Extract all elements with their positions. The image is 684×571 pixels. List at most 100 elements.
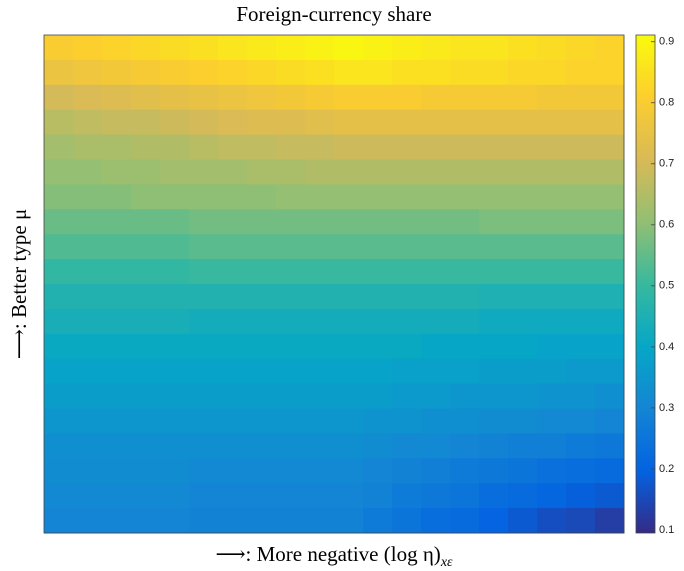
heat-cell xyxy=(218,209,248,235)
heat-cell xyxy=(392,259,422,285)
heat-cell xyxy=(566,109,596,136)
heat-cell xyxy=(334,109,364,136)
heat-cell xyxy=(160,35,190,61)
heat-cell xyxy=(160,483,190,509)
heat-cell xyxy=(508,159,538,185)
heat-cell xyxy=(450,358,480,385)
heat-cell xyxy=(537,333,567,360)
heat-cell xyxy=(566,159,596,185)
heat-cell xyxy=(392,458,422,484)
heat-cell xyxy=(218,159,248,185)
heat-cell xyxy=(131,408,161,434)
heat-cell xyxy=(131,259,161,285)
heat-cell xyxy=(160,358,190,385)
heat-cell xyxy=(131,109,161,136)
heat-cell xyxy=(131,284,161,310)
heat-cell xyxy=(479,59,509,86)
heat-cell xyxy=(450,284,480,310)
heat-cell xyxy=(247,458,277,484)
heat-cell xyxy=(305,59,335,86)
heat-cell xyxy=(44,333,74,360)
heat-cell xyxy=(247,134,277,160)
heat-cell xyxy=(595,333,625,360)
heat-cell xyxy=(566,333,596,360)
heat-cell xyxy=(450,433,480,459)
heat-cell xyxy=(73,483,103,509)
heat-cell xyxy=(363,59,393,86)
heat-cell xyxy=(450,84,480,111)
heat-cell xyxy=(479,408,509,434)
heat-cell xyxy=(131,209,161,235)
heat-cell xyxy=(392,383,422,409)
heat-cell xyxy=(73,35,103,61)
heat-cell xyxy=(595,84,625,111)
heat-cell xyxy=(508,358,538,385)
colorbar-tick-label: 0.8 xyxy=(659,97,674,109)
heat-cell xyxy=(392,84,422,111)
heat-cell xyxy=(392,209,422,235)
heat-cell xyxy=(363,408,393,434)
heat-cell xyxy=(508,59,538,86)
heat-cell xyxy=(421,184,451,210)
heat-cell xyxy=(421,383,451,409)
heat-cell xyxy=(334,259,364,285)
heat-cell xyxy=(102,508,132,534)
heat-cell xyxy=(595,508,625,534)
heat-cell xyxy=(334,408,364,434)
heat-cell xyxy=(102,284,132,310)
heat-cell xyxy=(218,284,248,310)
heat-cell xyxy=(189,483,219,509)
heat-cell xyxy=(537,308,567,335)
heat-cell xyxy=(305,483,335,509)
heat-cell xyxy=(247,483,277,509)
heat-cell xyxy=(160,383,190,409)
heat-cell xyxy=(363,209,393,235)
heat-cell xyxy=(566,35,596,61)
heat-cell xyxy=(44,433,74,459)
heat-cell xyxy=(537,134,567,160)
heat-cell xyxy=(131,159,161,185)
heat-cell xyxy=(392,284,422,310)
heat-cell xyxy=(189,234,219,260)
heat-cell xyxy=(479,508,509,534)
heat-cell xyxy=(595,234,625,260)
heat-cell xyxy=(479,483,509,509)
heat-cell xyxy=(508,308,538,335)
heat-cell xyxy=(218,483,248,509)
heat-cell xyxy=(160,109,190,136)
heat-cell xyxy=(73,433,103,459)
heat-cell xyxy=(276,433,306,459)
heat-cell xyxy=(73,508,103,534)
heat-cell xyxy=(334,433,364,459)
heat-cell xyxy=(450,458,480,484)
heat-cell xyxy=(537,408,567,434)
heat-cell xyxy=(595,408,625,434)
heat-cell xyxy=(450,308,480,335)
heat-cell xyxy=(160,134,190,160)
heat-cell xyxy=(247,84,277,111)
heat-cell xyxy=(334,84,364,111)
heat-cell xyxy=(334,308,364,335)
chart-title: Foreign-currency share xyxy=(236,2,431,26)
heat-cell xyxy=(247,508,277,534)
heat-cell xyxy=(566,308,596,335)
heat-cell xyxy=(421,408,451,434)
colorbar-tick-label: 0.2 xyxy=(659,463,674,475)
heat-cell xyxy=(102,59,132,86)
heat-cell xyxy=(595,159,625,185)
heat-cell xyxy=(421,59,451,86)
heat-cell xyxy=(44,284,74,310)
heat-cell xyxy=(102,184,132,210)
heat-cell xyxy=(392,508,422,534)
heat-cell xyxy=(73,383,103,409)
heat-cell xyxy=(189,109,219,136)
heat-cell xyxy=(102,134,132,160)
heat-cell xyxy=(73,408,103,434)
heat-cell xyxy=(218,35,248,61)
heat-cell xyxy=(102,84,132,111)
heat-cell xyxy=(73,358,103,385)
heat-cell xyxy=(44,508,74,534)
heat-cell xyxy=(421,259,451,285)
heat-cell xyxy=(276,383,306,409)
heat-cell xyxy=(276,59,306,86)
